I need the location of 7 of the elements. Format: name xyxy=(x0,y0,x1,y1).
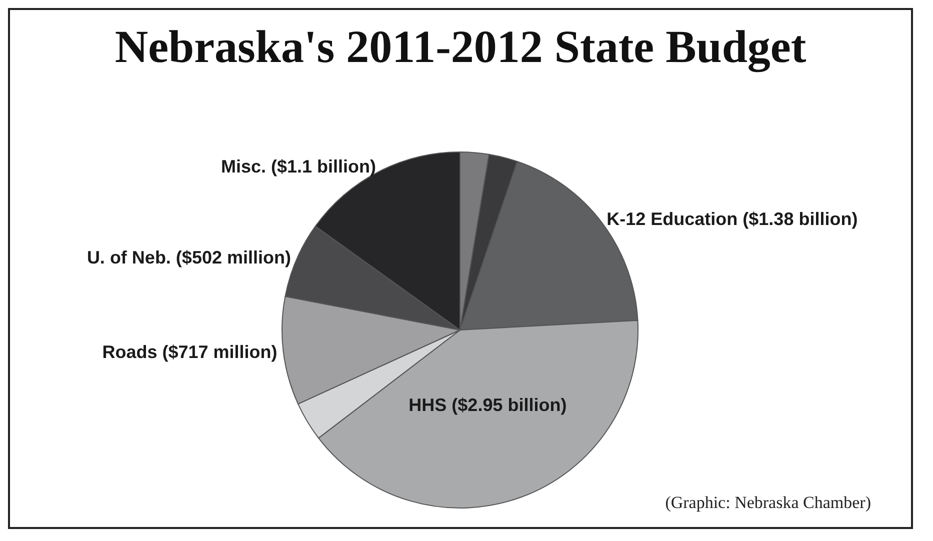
slice-label: Roads ($717 million) xyxy=(102,342,278,362)
text: (Graphic: Nebraska Chamber) xyxy=(665,493,871,513)
slice-label: K-12 Education ($1.38 billion) xyxy=(606,208,858,229)
slice-label: HHS ($2.95 billion) xyxy=(408,395,567,416)
slice-label: Misc. ($1.1 billion) xyxy=(220,156,376,176)
slice-label: U. of Neb. ($502 million) xyxy=(86,247,291,268)
chart-title: Nebraska's 2011-2012 State Budget xyxy=(114,20,808,73)
